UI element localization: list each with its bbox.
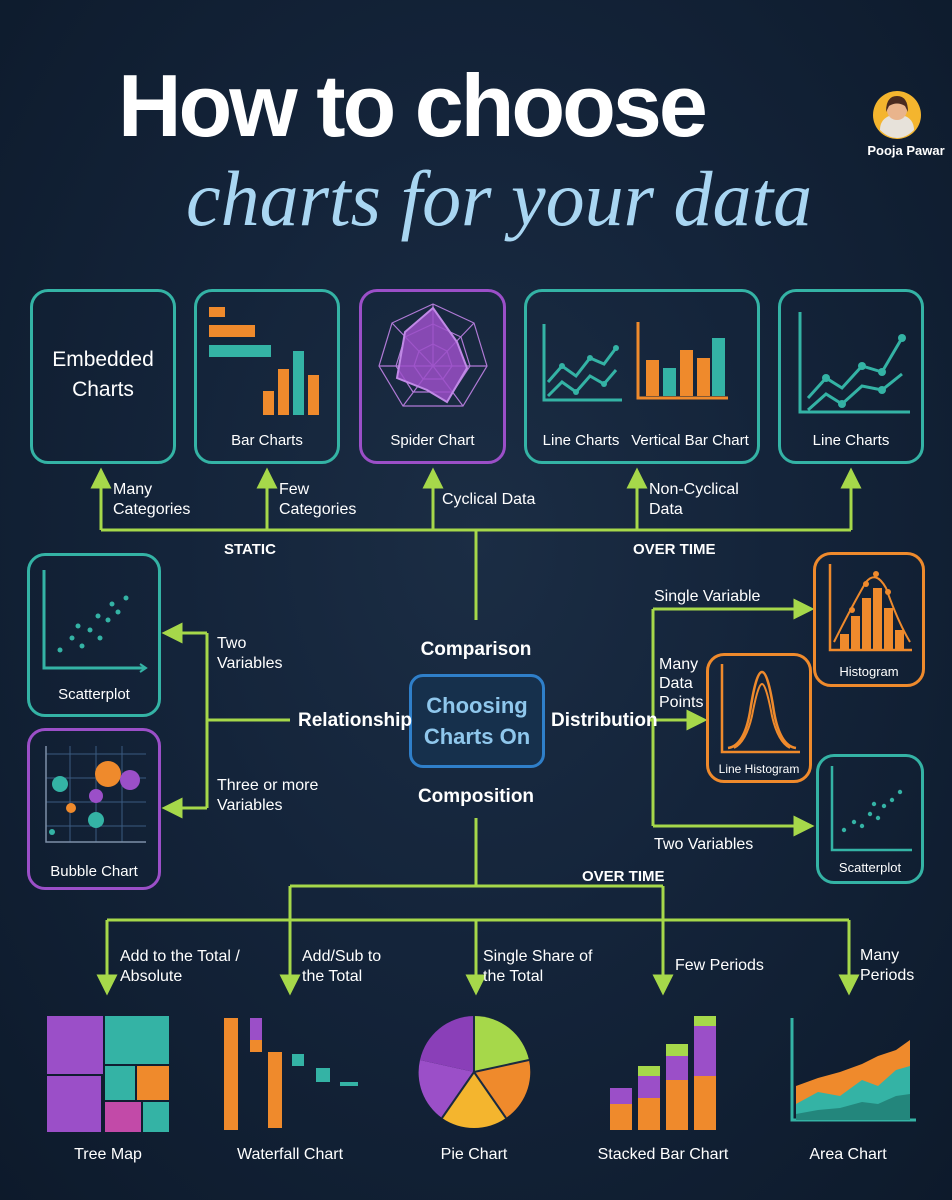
line-charts-label-2: Line Charts [812, 432, 890, 449]
area-chart-label: Area Chart [809, 1146, 887, 1163]
branch-many-data-points: Many Data Points [659, 656, 704, 711]
waterfall-chart-icon [224, 1018, 358, 1130]
branch-few-categories: Few Categories [279, 481, 357, 518]
line-vertical-bar-card [524, 289, 760, 464]
pie-chart-label: Pie Chart [440, 1146, 508, 1163]
tree-map-icon [47, 1016, 169, 1132]
branch-single-variable: Single Variable [654, 588, 761, 605]
histogram-card [813, 552, 925, 687]
category-comparison: Comparison [420, 639, 532, 660]
waterfall-chart-label: Waterfall Chart [236, 1146, 344, 1163]
vertical-bar-chart-label: Vertical Bar Chart [631, 432, 749, 449]
vertical-bar-chart-icon [636, 322, 728, 400]
category-distribution: Distribution [551, 710, 658, 731]
spider-chart-label: Spider Chart [390, 432, 475, 449]
area-chart-icon [790, 1018, 916, 1122]
bar-charts-card [194, 289, 340, 464]
bar-charts-icon [209, 307, 319, 415]
stacked-bar-chart-icon [610, 1016, 716, 1130]
tree-map-label: Tree Map [74, 1146, 142, 1163]
embedded-charts-label: Embedded Charts [52, 348, 154, 401]
composition-over-time-label: OVER TIME [582, 868, 665, 885]
branch-non-cyclical-data: Non-Cyclical Data [649, 481, 739, 518]
center-label-line2: Charts On [423, 724, 531, 749]
author-name: Pooja Pawar [867, 143, 945, 158]
line-charts-label-1: Line Charts [542, 432, 620, 449]
scatterplot-icon-left [42, 570, 148, 673]
scatterplot-icon-right [830, 766, 912, 852]
scatterplot-label-right: Scatterplot [838, 860, 902, 875]
embedded-charts-card [30, 289, 176, 464]
branch-cyclical-data: Cyclical Data [442, 491, 536, 508]
scatterplot-card-right [816, 754, 924, 884]
branch-two-variables-right: Two Variables [654, 836, 754, 853]
histogram-icon [828, 564, 912, 652]
branch-two-variables-left: Two Variables [217, 635, 283, 672]
bubble-chart-label: Bubble Chart [50, 863, 138, 880]
branch-three-or-more-variables: Three or more Variables [217, 777, 319, 814]
center-label-line1: Choosing [426, 693, 528, 718]
spider-chart-icon [378, 303, 488, 407]
line-histogram-icon [720, 664, 800, 754]
line-charts-icon-2 [798, 312, 910, 414]
bubble-chart-card [27, 728, 161, 890]
comparison-over-time-label: OVER TIME [633, 541, 716, 558]
author-avatar [873, 91, 921, 139]
line-histogram-label: Line Histogram [718, 762, 800, 776]
branch-add-sub-total: Add/Sub to the Total [302, 948, 382, 985]
branch-many-periods: Many Periods [860, 947, 915, 984]
scatterplot-card-left [27, 553, 161, 717]
page-subtitle: charts for your data [186, 155, 813, 242]
line-charts-card-2 [778, 289, 924, 464]
category-composition: Composition [417, 786, 535, 807]
branch-add-to-total: Add to the Total / Absolute [120, 948, 240, 985]
static-label: STATIC [224, 541, 276, 558]
bar-charts-label: Bar Charts [231, 432, 303, 449]
branch-single-share: Single Share of the Total [483, 948, 593, 985]
line-charts-icon [542, 324, 622, 402]
choosing-charts-on-label: Choosing Charts On [409, 690, 545, 752]
branch-few-periods: Few Periods [675, 957, 764, 974]
choosing-charts-on-box [409, 674, 545, 768]
bubble-chart-icon [45, 746, 146, 843]
category-relationship: Relationship [298, 710, 413, 731]
histogram-label: Histogram [839, 664, 899, 679]
scatterplot-label-left: Scatterplot [58, 686, 130, 703]
pie-chart-icon [418, 1015, 531, 1129]
stacked-bar-chart-label: Stacked Bar Chart [597, 1146, 729, 1163]
branch-many-categories: Many Categories [113, 481, 191, 518]
spider-chart-card [359, 289, 506, 464]
page-title: How to choose [118, 56, 708, 155]
line-histogram-card [706, 653, 812, 783]
